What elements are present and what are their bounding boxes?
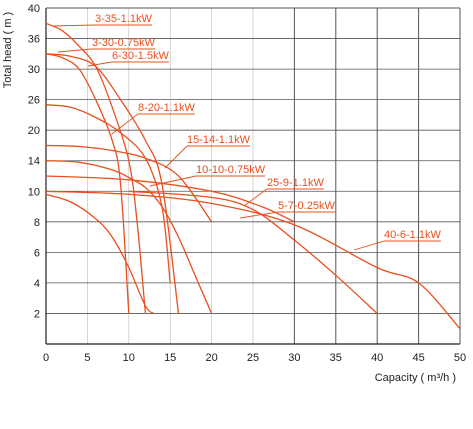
series-line-9 <box>45 190 461 330</box>
y-tick-label: 8 <box>34 217 40 229</box>
y-tick-label: 10 <box>28 186 40 198</box>
curve-label-leader <box>239 211 279 219</box>
curve-label-leader <box>243 188 268 207</box>
y-tick-label: 26 <box>28 95 40 107</box>
curve-label-leader <box>353 240 385 251</box>
x-tick-label: 25 <box>247 352 259 364</box>
x-tick-label: 15 <box>164 352 176 364</box>
series-line-6 <box>45 160 213 314</box>
curve-label-leader <box>57 48 93 53</box>
series-line-7 <box>45 175 295 223</box>
series-line-2 <box>45 53 130 314</box>
y-tick-label: 6 <box>34 247 40 259</box>
curve-label-leader <box>164 145 188 169</box>
x-axis-title: Capacity ( m³/h ) <box>375 372 456 384</box>
x-tick-label: 40 <box>371 352 383 364</box>
curve-label: 25-9-1.1kW <box>267 177 324 189</box>
y-tick-label: 40 <box>28 3 40 15</box>
x-tick-label: 30 <box>288 352 300 364</box>
x-tick-label: 5 <box>84 352 90 364</box>
grid <box>46 7 460 344</box>
series-line-3 <box>45 53 180 314</box>
tick-labels: 0 5 10 15 20 25 30 35 40 45 50 2 4 6 8 10 14 20 26 30 36 40 <box>28 3 466 364</box>
y-tick-label: 4 <box>34 278 40 290</box>
curve-label: 15-14-1.1kW <box>187 134 251 146</box>
x-tick-label: 10 <box>123 352 135 364</box>
x-tick-label: 45 <box>412 352 424 364</box>
curve-label: 8-20-1.1kW <box>138 102 195 114</box>
curves <box>45 22 461 330</box>
series-line-8 <box>45 193 155 315</box>
curve-label-leader <box>87 61 113 67</box>
series-line-1 <box>45 22 147 314</box>
y-tick-label: 30 <box>28 64 40 76</box>
curve-label: 3-30-0.75kW <box>92 37 156 49</box>
curve-label: 6-30-1.5kW <box>112 50 169 62</box>
y-tick-label: 14 <box>28 156 40 168</box>
curve-label: 3-35-1.1kW <box>95 13 152 25</box>
series-line-10 <box>128 190 378 314</box>
x-tick-label: 35 <box>330 352 342 364</box>
y-tick-label: 36 <box>28 34 40 46</box>
y-tick-label: 20 <box>28 125 40 137</box>
curve-label-leader <box>149 175 197 187</box>
curve-label: 5-7-0.25kW <box>278 200 335 212</box>
y-axis-title: Total head ( m ) <box>2 12 14 88</box>
x-tick-label: 20 <box>205 352 217 364</box>
curve-label-leader <box>111 113 139 135</box>
y-tick-label: 2 <box>34 308 40 320</box>
curve-label: 40-6-1.1kW <box>384 229 441 241</box>
x-tick-label: 50 <box>454 352 466 364</box>
curve-label: 10-10-0.75kW <box>196 164 266 176</box>
x-tick-label: 0 <box>43 352 49 364</box>
curve-label-leader <box>51 24 96 27</box>
